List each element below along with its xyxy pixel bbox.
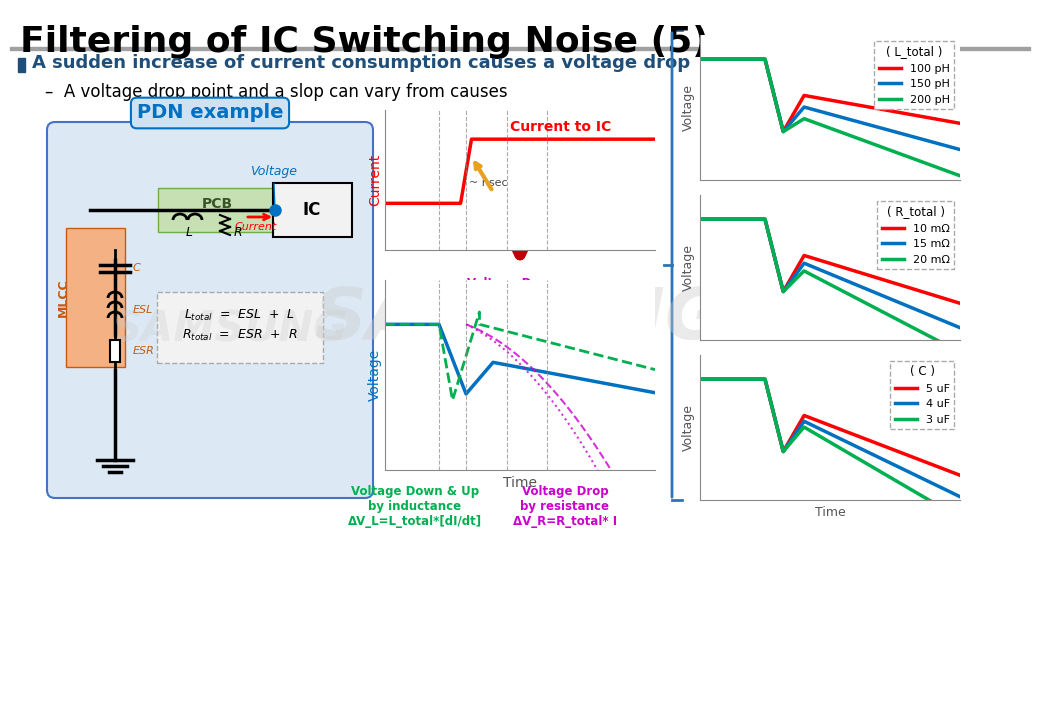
Text: Voltage Drop
by resistance
ΔV_R=R_total* I: Voltage Drop by resistance ΔV_R=R_total*… — [513, 485, 617, 528]
FancyBboxPatch shape — [47, 122, 373, 498]
X-axis label: Time: Time — [814, 505, 846, 518]
Text: Voltage: Voltage — [250, 165, 297, 207]
Text: MLCC: MLCC — [56, 279, 70, 318]
Text: ~ nsec: ~ nsec — [469, 178, 508, 188]
X-axis label: Time: Time — [503, 475, 537, 490]
Text: ESR: ESR — [133, 346, 155, 356]
Y-axis label: Voltage: Voltage — [681, 244, 695, 291]
Text: SAMSUNG: SAMSUNG — [112, 309, 348, 351]
Text: SAMSUNG: SAMSUNG — [315, 286, 725, 354]
Legend: 100 pH, 150 pH, 200 pH: 100 pH, 150 pH, 200 pH — [875, 40, 955, 109]
FancyBboxPatch shape — [158, 188, 277, 232]
Legend: 10 mΩ, 15 mΩ, 20 mΩ: 10 mΩ, 15 mΩ, 20 mΩ — [878, 201, 955, 269]
Y-axis label: Voltage: Voltage — [681, 84, 695, 131]
FancyBboxPatch shape — [66, 228, 125, 367]
Text: Current to IC: Current to IC — [510, 120, 612, 134]
Text: PDN example: PDN example — [136, 104, 283, 122]
Text: L: L — [186, 227, 193, 240]
Bar — [110, 340, 120, 362]
Text: Filtering of IC Switching Noise (5): Filtering of IC Switching Noise (5) — [20, 25, 708, 59]
FancyBboxPatch shape — [157, 292, 323, 363]
Text: Voltage Drop
by capacitor
ΔV_C=ΔQ / C: Voltage Drop by capacitor ΔV_C=ΔQ / C — [467, 277, 553, 320]
Text: $R_{total}$  =  ESR  +  R: $R_{total}$ = ESR + R — [182, 328, 297, 343]
Text: PCB: PCB — [202, 197, 233, 211]
Text: ESL: ESL — [133, 305, 153, 315]
Text: $L_{total}$  =  ESL  +  L: $L_{total}$ = ESL + L — [184, 307, 295, 323]
Y-axis label: Current: Current — [368, 154, 383, 206]
Bar — [18, 58, 25, 72]
Text: A sudden increase of current consumption causes a voltage drop: A sudden increase of current consumption… — [32, 54, 691, 72]
Text: Voltage Down & Up
by inductance
ΔV_L=L_total*[dI/dt]: Voltage Down & Up by inductance ΔV_L=L_t… — [348, 485, 483, 528]
Legend: 5 uF, 4 uF, 3 uF: 5 uF, 4 uF, 3 uF — [890, 361, 955, 429]
Y-axis label: Voltage: Voltage — [681, 404, 695, 451]
Y-axis label: Voltage: Voltage — [368, 349, 383, 401]
Bar — [10, 47, 1030, 50]
Text: C: C — [133, 263, 140, 273]
FancyBboxPatch shape — [272, 183, 352, 237]
Text: IC: IC — [303, 201, 321, 219]
Text: R: R — [234, 227, 242, 240]
Text: Current: Current — [235, 222, 278, 232]
Text: –  A voltage drop point and a slop can vary from causes: – A voltage drop point and a slop can va… — [45, 83, 508, 101]
